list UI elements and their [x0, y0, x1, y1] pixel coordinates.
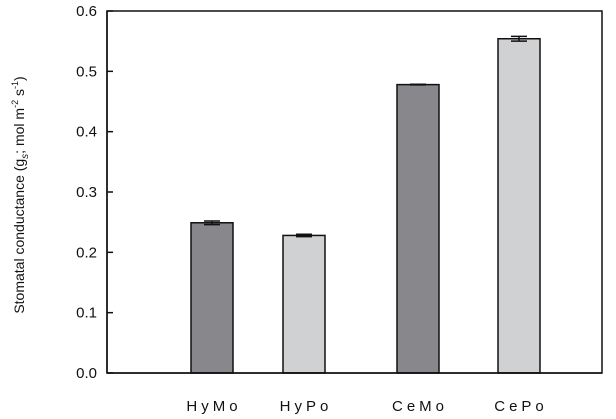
y-axis-title-sup2: -1 — [10, 81, 20, 89]
y-axis-title-sup1: -2 — [10, 100, 20, 108]
y-axis-title-mid: ; mol m — [11, 108, 27, 154]
error-bar-cemo — [410, 83, 426, 86]
error-bar-hypo — [296, 233, 312, 238]
plot-frame — [106, 10, 603, 374]
y-axis-title-sub: s — [20, 154, 31, 159]
x-category-label: CePo — [494, 398, 548, 415]
bar-cemo — [396, 83, 440, 374]
bar-hypo — [282, 234, 326, 374]
y-axis-title: Stomatal conductance (gs; mol m-2 s-1) — [10, 76, 31, 313]
error-bar-hymo — [204, 220, 220, 226]
y-tick-label: 0.2 — [76, 244, 97, 261]
bar-hymo — [190, 222, 234, 374]
y-axis-ticks: 0.0 0.1 0.2 0.3 0.4 0.5 0.6 — [76, 3, 113, 382]
y-tick-label: 0.6 — [76, 3, 97, 20]
y-tick-label: 0.5 — [76, 63, 97, 80]
y-tick-label: 0.1 — [76, 305, 97, 322]
y-axis-title-end: ) — [11, 76, 27, 81]
bars-group — [190, 35, 541, 374]
x-category-label: HyMo — [186, 398, 241, 415]
y-axis-title-main: Stomatal conductance (g — [11, 159, 27, 314]
x-axis-labels: HyMo HyPo CeMo CePo — [186, 398, 548, 415]
y-tick-label: 0.3 — [76, 184, 97, 201]
x-category-label: CeMo — [392, 398, 448, 415]
y-tick-label: 0.0 — [76, 365, 97, 382]
x-category-label: HyPo — [280, 398, 333, 415]
bar-cepo — [497, 38, 541, 374]
y-tick-label: 0.4 — [76, 124, 97, 141]
error-bar-cepo — [511, 35, 527, 42]
y-axis-title-sep: s — [11, 89, 27, 100]
